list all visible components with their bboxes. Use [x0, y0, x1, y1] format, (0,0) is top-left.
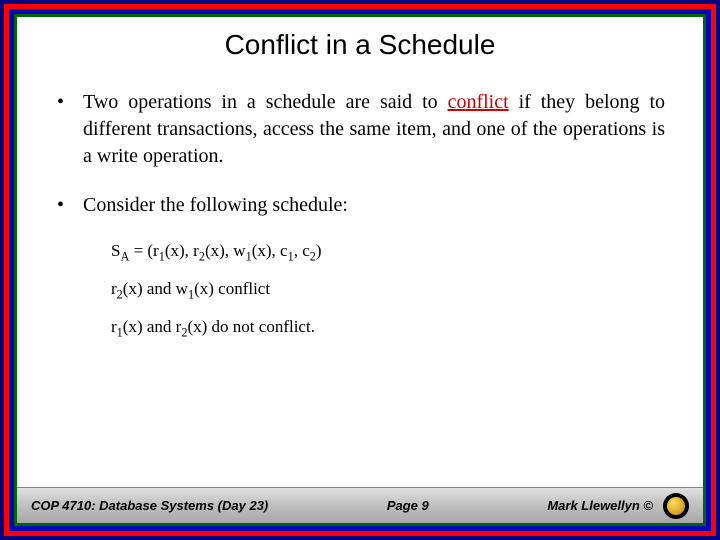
- frame-outer: Conflict in a Schedule • Two operations …: [0, 0, 720, 540]
- txt: do not conflict.: [207, 317, 315, 336]
- schedule-block: SA = (r1(x), r2(x), w1(x), c1, c2) r2(x)…: [111, 241, 665, 337]
- txt: conflict: [214, 279, 270, 298]
- footer-right: Mark Llewellyn ©: [547, 493, 689, 519]
- txt: and: [143, 279, 176, 298]
- sym: w: [176, 279, 188, 298]
- highlight-word: conflict: [448, 91, 509, 113]
- txt: (x), r: [165, 241, 199, 260]
- slide-title: Conflict in a Schedule: [17, 17, 703, 69]
- txt: (x): [123, 317, 143, 336]
- frame-inner: Conflict in a Schedule • Two operations …: [14, 14, 706, 526]
- txt: (x): [123, 279, 143, 298]
- txt: and: [143, 317, 176, 336]
- bullet-marker: •: [55, 192, 83, 219]
- txt: (x), w: [205, 241, 246, 260]
- schedule-definition: SA = (r1(x), r2(x), w1(x), c1, c2): [111, 241, 665, 261]
- bullet-text: Consider the following schedule:: [83, 192, 665, 219]
- frame-mid: Conflict in a Schedule • Two operations …: [9, 9, 711, 531]
- bullet-pre: Consider the following schedule:: [83, 194, 348, 216]
- txt: (x), c: [252, 241, 288, 260]
- sub: A: [120, 249, 129, 263]
- bullet-item: • Consider the following schedule:: [55, 192, 665, 219]
- txt: = (r: [129, 241, 158, 260]
- footer-bar: COP 4710: Database Systems (Day 23) Page…: [17, 487, 703, 523]
- txt: ): [316, 241, 322, 260]
- footer-course: COP 4710: Database Systems (Day 23): [31, 498, 268, 513]
- bullet-marker: •: [55, 89, 83, 170]
- bullet-item: • Two operations in a schedule are said …: [55, 89, 665, 170]
- schedule-conflict-line: r2(x) and w1(x) conflict: [111, 279, 665, 299]
- slide-body: • Two operations in a schedule are said …: [17, 69, 703, 487]
- schedule-noconflict-line: r1(x) and r2(x) do not conflict.: [111, 317, 665, 337]
- txt: , c: [294, 241, 310, 260]
- footer-page: Page 9: [268, 498, 547, 513]
- bullet-pre: Two operations in a schedule are said to: [83, 91, 448, 113]
- slide-content: Conflict in a Schedule • Two operations …: [17, 17, 703, 523]
- ucf-logo-icon: [663, 493, 689, 519]
- footer-author: Mark Llewellyn ©: [547, 498, 653, 513]
- bullet-text: Two operations in a schedule are said to…: [83, 89, 665, 170]
- txt: (x): [194, 279, 214, 298]
- txt: (x): [187, 317, 207, 336]
